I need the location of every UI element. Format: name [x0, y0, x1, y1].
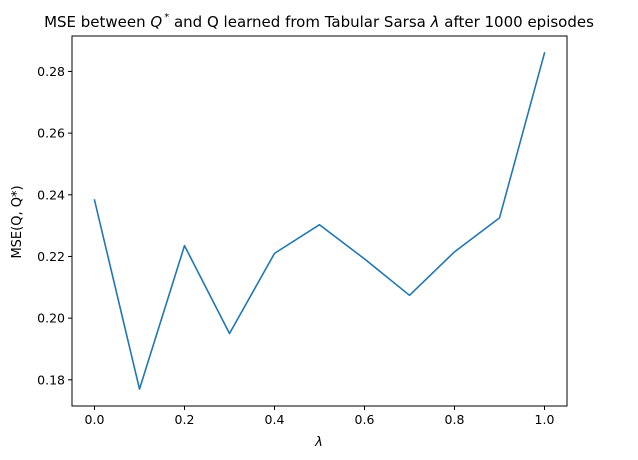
chart-title-q-star-sup: *	[164, 12, 169, 23]
axes-frame	[71, 35, 568, 407]
x-tick-label: 0.4	[265, 412, 285, 427]
y-tick-label: 0.20	[37, 311, 65, 326]
x-tick-label: 0.2	[175, 412, 195, 427]
y-tick-label: 0.18	[37, 372, 65, 387]
plot-area	[93, 51, 546, 390]
chart-title-suffix: after 1000 episodes	[439, 13, 594, 31]
x-tick-label: 0.8	[445, 412, 465, 427]
x-axis-ticks: 0.0 0.2 0.4 0.6 0.8 1.0	[85, 406, 555, 427]
chart-title-prefix: MSE between	[44, 13, 150, 31]
x-tick-label: 1.0	[535, 412, 555, 427]
x-tick-label: 0.0	[85, 412, 105, 427]
chart-title: MSE between Q * and Q learned from Tabula…	[44, 12, 594, 31]
y-axis-ticks: 0.18 0.20 0.22 0.24 0.26 0.28	[37, 64, 72, 387]
y-tick-label: 0.24	[37, 187, 65, 202]
chart-title-middle: and Q learned from Tabular Sarsa	[169, 13, 430, 31]
y-tick-label: 0.28	[37, 64, 65, 79]
chart-title-q-star: Q	[150, 13, 162, 31]
x-tick-label: 0.6	[355, 412, 375, 427]
y-tick-label: 0.26	[37, 126, 65, 141]
chart-title-lambda: λ	[430, 13, 440, 31]
y-axis-label: MSE(Q, Q*)	[10, 185, 25, 258]
x-axis-label: λ	[314, 435, 323, 450]
y-tick-label: 0.22	[37, 249, 65, 264]
series-line	[93, 51, 546, 390]
